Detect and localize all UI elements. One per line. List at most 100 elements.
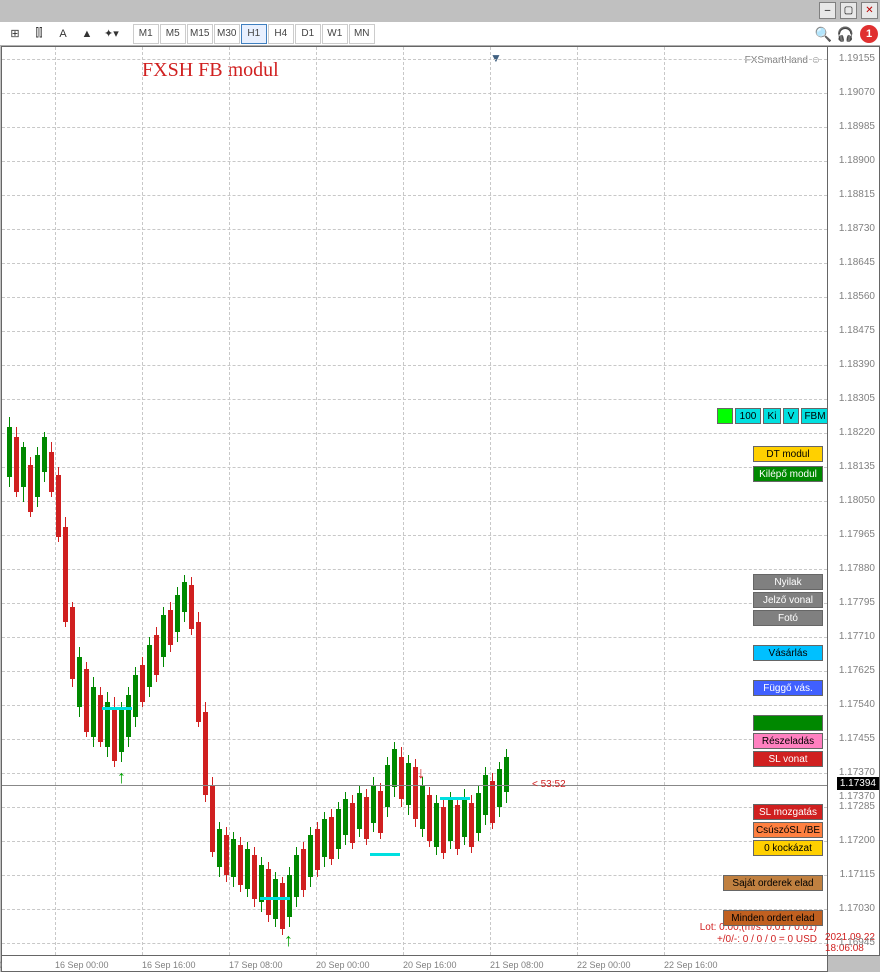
price-tick: 1.18475 (839, 325, 875, 336)
candle (231, 832, 236, 887)
timeframe-h4[interactable]: H4 (268, 24, 294, 44)
panel-top-2[interactable]: Ki (763, 408, 781, 424)
candle (343, 792, 348, 845)
timeframe-d1[interactable]: D1 (295, 24, 321, 44)
candle (336, 802, 341, 859)
panel-top-0[interactable] (717, 408, 733, 424)
panel-btn-nyilak[interactable]: Nyilak (753, 574, 823, 590)
arrow-down-icon: ↓ (417, 765, 425, 783)
toolbar-right: 🔍 🎧 1 (815, 22, 878, 46)
price-tick: 1.18900 (839, 155, 875, 166)
candle (196, 612, 201, 727)
candle (28, 457, 33, 517)
price-tick: 1.18560 (839, 291, 875, 302)
candle (168, 602, 173, 652)
timeframe-mn[interactable]: MN (349, 24, 375, 44)
panel-btn-minden-ordert-elad[interactable]: Minden ordert elad (723, 910, 823, 926)
candle (252, 847, 257, 907)
minimize-button[interactable]: – (819, 2, 836, 19)
panel-btn-sl-vonat[interactable]: SL vonat (753, 751, 823, 767)
candle (308, 827, 313, 887)
toolbar-tool-1[interactable]: ⫿⫿ (28, 24, 50, 44)
panel-btn-r-szelad-s[interactable]: Részeladás (753, 733, 823, 749)
candle (448, 792, 453, 849)
candle (126, 687, 131, 747)
panel-top-1[interactable]: 100 (735, 408, 761, 424)
close-button[interactable]: ✕ (861, 2, 878, 19)
time-tick: 16 Sep 00:00 (55, 960, 109, 970)
panel-btn-sl-mozgat-s[interactable]: SL mozgatás (753, 804, 823, 820)
candle (266, 862, 271, 922)
candle (455, 797, 460, 855)
price-tick: 1.17200 (839, 835, 875, 846)
candle (322, 812, 327, 867)
watermark: FXSmartHand (745, 55, 821, 66)
price-tick: 1.17710 (839, 631, 875, 642)
price-tick: 1.19070 (839, 87, 875, 98)
maximize-button[interactable]: ▢ (840, 2, 857, 19)
panel-btn-kil-p-modul[interactable]: Kilépő modul (753, 466, 823, 482)
candle (497, 762, 502, 817)
time-tick: 16 Sep 16:00 (142, 960, 196, 970)
candle (329, 809, 334, 865)
candle (77, 647, 82, 717)
current-price-label: 1.17394 (837, 777, 879, 790)
candle (175, 587, 180, 642)
toolbar: ⊞⫿⫿A▲✦▾ M1M5M15M30H1H4D1W1MN (0, 22, 880, 46)
candle (182, 575, 187, 622)
chart-area[interactable]: FXSH FB modul FXSmartHand ▼ Lot: 0.00;(m… (1, 46, 828, 956)
candle (364, 789, 369, 845)
time-axis: p 08:0016 Sep 00:0016 Sep 16:0017 Sep 08… (1, 956, 828, 972)
panel-btn-f-gg-v-s[interactable]: Függő vás. (753, 680, 823, 696)
candle (420, 777, 425, 837)
price-tick: 1.17455 (839, 733, 875, 744)
time-tick: 21 Sep 08:00 (490, 960, 544, 970)
time-tick: 20 Sep 16:00 (403, 960, 457, 970)
signal-line (102, 707, 132, 710)
search-icon[interactable]: 🔍 (815, 25, 833, 43)
panel-btn-dt-modul[interactable]: DT modul (753, 446, 823, 462)
panel-btn-0-kock-zat[interactable]: 0 kockázat (753, 840, 823, 856)
timeframe-m5[interactable]: M5 (160, 24, 186, 44)
price-tick: 1.18305 (839, 393, 875, 404)
panel-top-3[interactable]: V (783, 408, 799, 424)
candle (434, 795, 439, 855)
candle (392, 742, 397, 797)
panel-btn-[interactable] (753, 715, 823, 731)
timeframe-m1[interactable]: M1 (133, 24, 159, 44)
window-controls: – ▢ ✕ (819, 2, 878, 19)
timeframe-m15[interactable]: M15 (187, 24, 213, 44)
candle (133, 667, 138, 727)
timeframe-w1[interactable]: W1 (322, 24, 348, 44)
candle (469, 795, 474, 853)
candle (245, 842, 250, 897)
price-tick: 1.16945 (839, 937, 875, 948)
toolbar-tool-0[interactable]: ⊞ (4, 24, 26, 44)
price-tick: 1.18390 (839, 359, 875, 370)
panel-top-4[interactable]: FBM (801, 408, 828, 424)
candle (154, 627, 159, 682)
headset-icon[interactable]: 🎧 (837, 26, 854, 43)
price-tick: 1.17795 (839, 597, 875, 608)
toolbar-tool-4[interactable]: ✦▾ (100, 24, 123, 44)
price-tick: 1.18135 (839, 461, 875, 472)
panel-btn-fot[interactable]: Fotó (753, 610, 823, 626)
toolbar-tool-3[interactable]: ▲ (76, 24, 98, 44)
panel-btn-v-s-rl-s[interactable]: Vásárlás (753, 645, 823, 661)
top-marker: ▼ (490, 51, 502, 65)
alert-badge[interactable]: 1 (860, 25, 878, 43)
price-tick: 1.18730 (839, 223, 875, 234)
timeframe-h1[interactable]: H1 (241, 24, 267, 44)
toolbar-tool-2[interactable]: A (52, 24, 74, 44)
time-tick: 17 Sep 08:00 (229, 960, 283, 970)
candle (385, 757, 390, 817)
candle (378, 783, 383, 839)
panel-btn-saj-t-orderek-elad[interactable]: Saját orderek elad (723, 875, 823, 891)
candle (49, 442, 54, 497)
candle (105, 692, 110, 757)
candle (280, 877, 285, 935)
price-tick: 1.18050 (839, 495, 875, 506)
timeframe-m30[interactable]: M30 (214, 24, 240, 44)
panel-btn-cs-sz-sl-be[interactable]: CsúszóSL /BE (753, 822, 823, 838)
panel-btn-jelz-vonal[interactable]: Jelző vonal (753, 592, 823, 608)
